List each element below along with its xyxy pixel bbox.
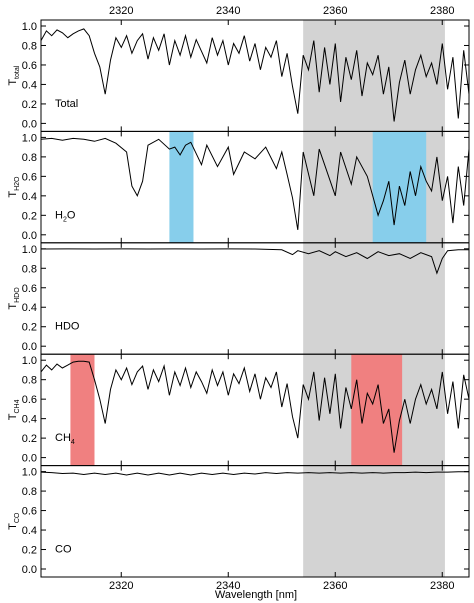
xtick-label-top: 2320 [109,5,133,17]
hdo-ytick-label: 0.8 [22,263,37,275]
hdo-ytick-label: 0.0 [22,341,37,353]
co-ytick-label: 0.6 [22,506,37,518]
ch4-ytick-label: 0.0 [22,453,37,465]
xtick-label-bottom: 2380 [430,580,454,592]
h2o-panel-label: H2O [55,209,76,223]
ch4-spectrum-line [40,360,470,453]
total-ytick-label: 0.6 [22,60,37,72]
hdo-panel-label: HDO [55,321,80,333]
co-ylabel: TCO [7,512,21,530]
h2o-ytick-label: 0.0 [22,230,37,242]
hdo-ytick-label: 1.0 [22,244,37,256]
hdo-ytick-label: 0.4 [22,302,37,314]
total-ytick-label: 0.2 [22,99,37,111]
co-ytick-label: 0.8 [22,486,37,498]
ch4-ytick-label: 0.4 [22,414,37,426]
h2o-highlight-band-0 [169,131,194,243]
hdo-ytick-label: 0.6 [22,283,37,295]
total-ytick-label: 0.4 [22,79,37,91]
co-panel-label: CO [55,543,72,555]
ch4-ylabel: TCH4 [7,399,21,420]
xtick-label-bottom: 2360 [323,580,347,592]
spectra-layer [40,28,470,476]
h2o-ytick-label: 0.4 [22,191,37,203]
xtick-label-bottom: 2320 [109,580,133,592]
co-ytick-label: 0.0 [22,564,37,576]
h2o-ytick-label: 1.0 [22,132,37,144]
co-ytick-label: 1.0 [22,467,37,479]
ch4-ytick-label: 1.0 [22,355,37,367]
xtick-label-top: 2380 [430,5,454,17]
shared-gray-band [303,20,445,577]
ch4-panel-label: CH4 [55,432,75,446]
x-axis-title: Wavelength [nm] [215,589,297,601]
total-spectrum-line [40,28,470,122]
ch4-ytick-label: 0.8 [22,375,37,387]
axes-layer [40,19,470,578]
xtick-label-top: 2360 [323,5,347,17]
highlight-bands-layer [70,20,445,577]
co-panel-frame [40,465,470,578]
hdo-ylabel: THDO [7,287,21,310]
total-ytick-label: 0.8 [22,40,37,52]
total-ylabel: Ttotal [7,65,21,85]
h2o-ytick-label: 0.8 [22,152,37,164]
ch4-highlight-band-0 [70,354,95,466]
ch4-ytick-label: 0.6 [22,394,37,406]
h2o-ylabel: TH2O [7,176,21,198]
h2o-ytick-label: 0.2 [22,210,37,222]
ch4-ytick-label: 0.2 [22,433,37,445]
labels-layer: 0.0 0.2 0.4 0.6 0.8 1.0 Ttotal Total 0.0 0.2 0.4 0.… [7,5,454,592]
hdo-ytick-label: 0.2 [22,322,37,334]
co-spectrum-line [40,471,469,476]
co-ytick-label: 0.4 [22,525,37,537]
total-ytick-label: 1.0 [22,21,37,33]
xtick-label-bottom: 2340 [216,580,240,592]
total-panel-label: Total [55,98,78,110]
xtick-label-top: 2340 [216,5,240,17]
co-ytick-label: 0.2 [22,545,37,557]
hdo-spectrum-line [40,248,469,275]
total-ytick-label: 0.0 [22,118,37,130]
h2o-ytick-label: 0.6 [22,171,37,183]
h2o-spectrum-line [40,137,470,230]
